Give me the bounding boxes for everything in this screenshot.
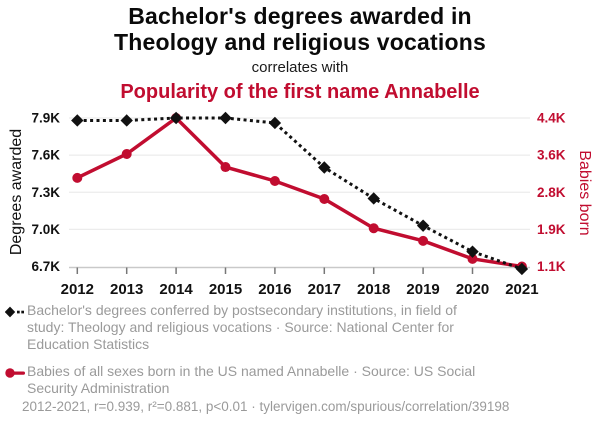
x-tick-label: 2021 xyxy=(505,281,538,298)
data-point-marker xyxy=(71,114,84,127)
y-tick-label-right: 1.1K xyxy=(537,259,566,274)
x-tick-label: 2017 xyxy=(308,281,341,298)
legend-entry-degrees: Bachelor's degrees conferred by postseco… xyxy=(4,302,597,354)
x-tick-label: 2014 xyxy=(159,281,193,298)
legend-entry-degrees-text: Bachelor's degrees conferred by postseco… xyxy=(27,302,457,353)
page-title: Bachelor's degrees awarded in Theology a… xyxy=(0,3,600,55)
x-tick-label: 2019 xyxy=(406,281,439,298)
legend-entry-babies-text: Babies of all sexes born in the US named… xyxy=(27,362,476,396)
series-line xyxy=(77,116,523,271)
y-tick-label-left: 7.9K xyxy=(31,111,60,126)
y-tick-label-right: 2.8K xyxy=(537,185,566,200)
data-point-marker xyxy=(121,149,132,159)
title-line-1: Bachelor's degrees awarded in xyxy=(128,3,472,29)
data-point-marker xyxy=(368,223,379,234)
y-tick-label-right: 1.9K xyxy=(537,222,566,237)
y-tick-label-left: 7.0K xyxy=(31,222,60,237)
chart-subtitle: Popularity of the first name Annabelle xyxy=(120,81,480,103)
dotted-diamond-legend-icon xyxy=(4,302,27,354)
chart-header: Bachelor's degrees awarded in Theology a… xyxy=(0,3,600,104)
solid-circle-legend-icon xyxy=(5,363,27,397)
y-tick-label-right: 4.4K xyxy=(537,111,566,126)
x-tick-label: 2016 xyxy=(258,281,291,298)
chart-svg: 2012 2013 2014 2015 2016 2017 2018 2019 2020 2021… xyxy=(31,111,566,299)
chart-legend: Bachelor's degrees conferred by postseco… xyxy=(4,302,597,406)
data-point-marker xyxy=(416,219,430,232)
data-point-marker xyxy=(169,111,183,125)
x-tick-label: 2018 xyxy=(357,281,390,298)
y-tick-label-left: 7.3K xyxy=(31,185,60,200)
data-point-marker xyxy=(220,162,231,173)
y-tick-label-left: 7.6K xyxy=(31,148,60,163)
data-point-marker xyxy=(120,114,133,127)
x-tick-label: 2013 xyxy=(110,281,143,298)
data-point-marker xyxy=(319,194,330,204)
legend-entry-babies: Babies of all sexes born in the US named… xyxy=(5,363,597,397)
series-line xyxy=(76,115,523,269)
data-point-marker xyxy=(367,192,380,205)
data-point-marker xyxy=(418,235,429,246)
footer-note: 2012-2021, r=0.939, r²=0.881, p<0.01 · t… xyxy=(22,399,510,414)
x-tick-label: 2012 xyxy=(61,281,94,298)
y-tick-label-right: 3.6K xyxy=(537,148,566,163)
correlates-with-label: correlates with xyxy=(251,59,349,76)
data-point-marker xyxy=(467,253,478,264)
data-point-marker xyxy=(466,245,479,258)
y-tick-label-left: 6.7K xyxy=(31,259,60,274)
data-point-marker xyxy=(269,176,280,186)
data-point-marker xyxy=(219,111,232,125)
x-tick-label: 2020 xyxy=(456,281,489,298)
title-line-2: Theology and religious vocations xyxy=(114,29,486,55)
data-point-marker xyxy=(268,116,282,130)
data-point-marker xyxy=(72,172,83,183)
x-tick-label: 2015 xyxy=(209,281,242,298)
data-point-marker xyxy=(515,262,529,276)
